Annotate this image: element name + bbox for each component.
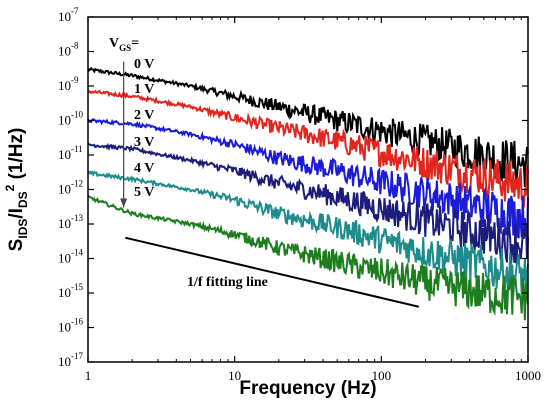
x-tick-label: 1000 (515, 368, 541, 383)
y-tick-label: 10-8 (58, 41, 79, 59)
series-line (87, 170, 529, 297)
axis-layer (87, 16, 529, 363)
series-line (87, 89, 529, 208)
series-layer (87, 66, 529, 321)
y-tick-label: 10-12 (58, 179, 83, 197)
x-tick-label: 100 (372, 368, 392, 383)
y-tick-label: 10-14 (58, 248, 83, 266)
legend-title: VGS= (109, 36, 139, 53)
x-axis-title: Frequency (Hz) (239, 378, 376, 399)
series-label: 5 V (134, 185, 154, 200)
x-tick-label: 1 (85, 368, 92, 383)
series-label: 3 V (134, 135, 154, 150)
series-label: 4 V (134, 161, 154, 176)
y-tick-label: 10-9 (58, 75, 79, 93)
y-tick-label: 10-7 (58, 6, 79, 24)
y-tick-label: 10-11 (58, 144, 83, 162)
y-tick-label: 10-15 (58, 282, 83, 300)
series-line (87, 118, 529, 241)
series-line (87, 66, 529, 187)
series-label: 1 V (134, 82, 154, 97)
label-layer: Frequency (Hz) 1 10 100 1000 10-17 10-16 10-15… (3, 6, 541, 399)
y-tick-label: 10-16 (58, 317, 83, 335)
x-tick-label: 10 (228, 368, 241, 383)
series-label: 0 V (134, 57, 154, 72)
y-tick-label: 10-13 (58, 213, 83, 231)
arrow-head (120, 198, 128, 208)
y-tick-label: 10-10 (58, 110, 83, 128)
fit-line-label: 1/f fitting line (187, 275, 268, 290)
y-tick-label: 10-17 (58, 351, 83, 369)
series-line (87, 142, 529, 264)
series-line (87, 194, 529, 321)
overlay-layer: 1/f fitting line VGS= 0 V 1 V 2 V 3 V 4 V 5 V (109, 36, 420, 308)
y-axis-title: SIDS/IDS2 (1/Hz) (3, 128, 30, 252)
series-label: 2 V (134, 108, 154, 123)
fit-line (125, 236, 420, 308)
